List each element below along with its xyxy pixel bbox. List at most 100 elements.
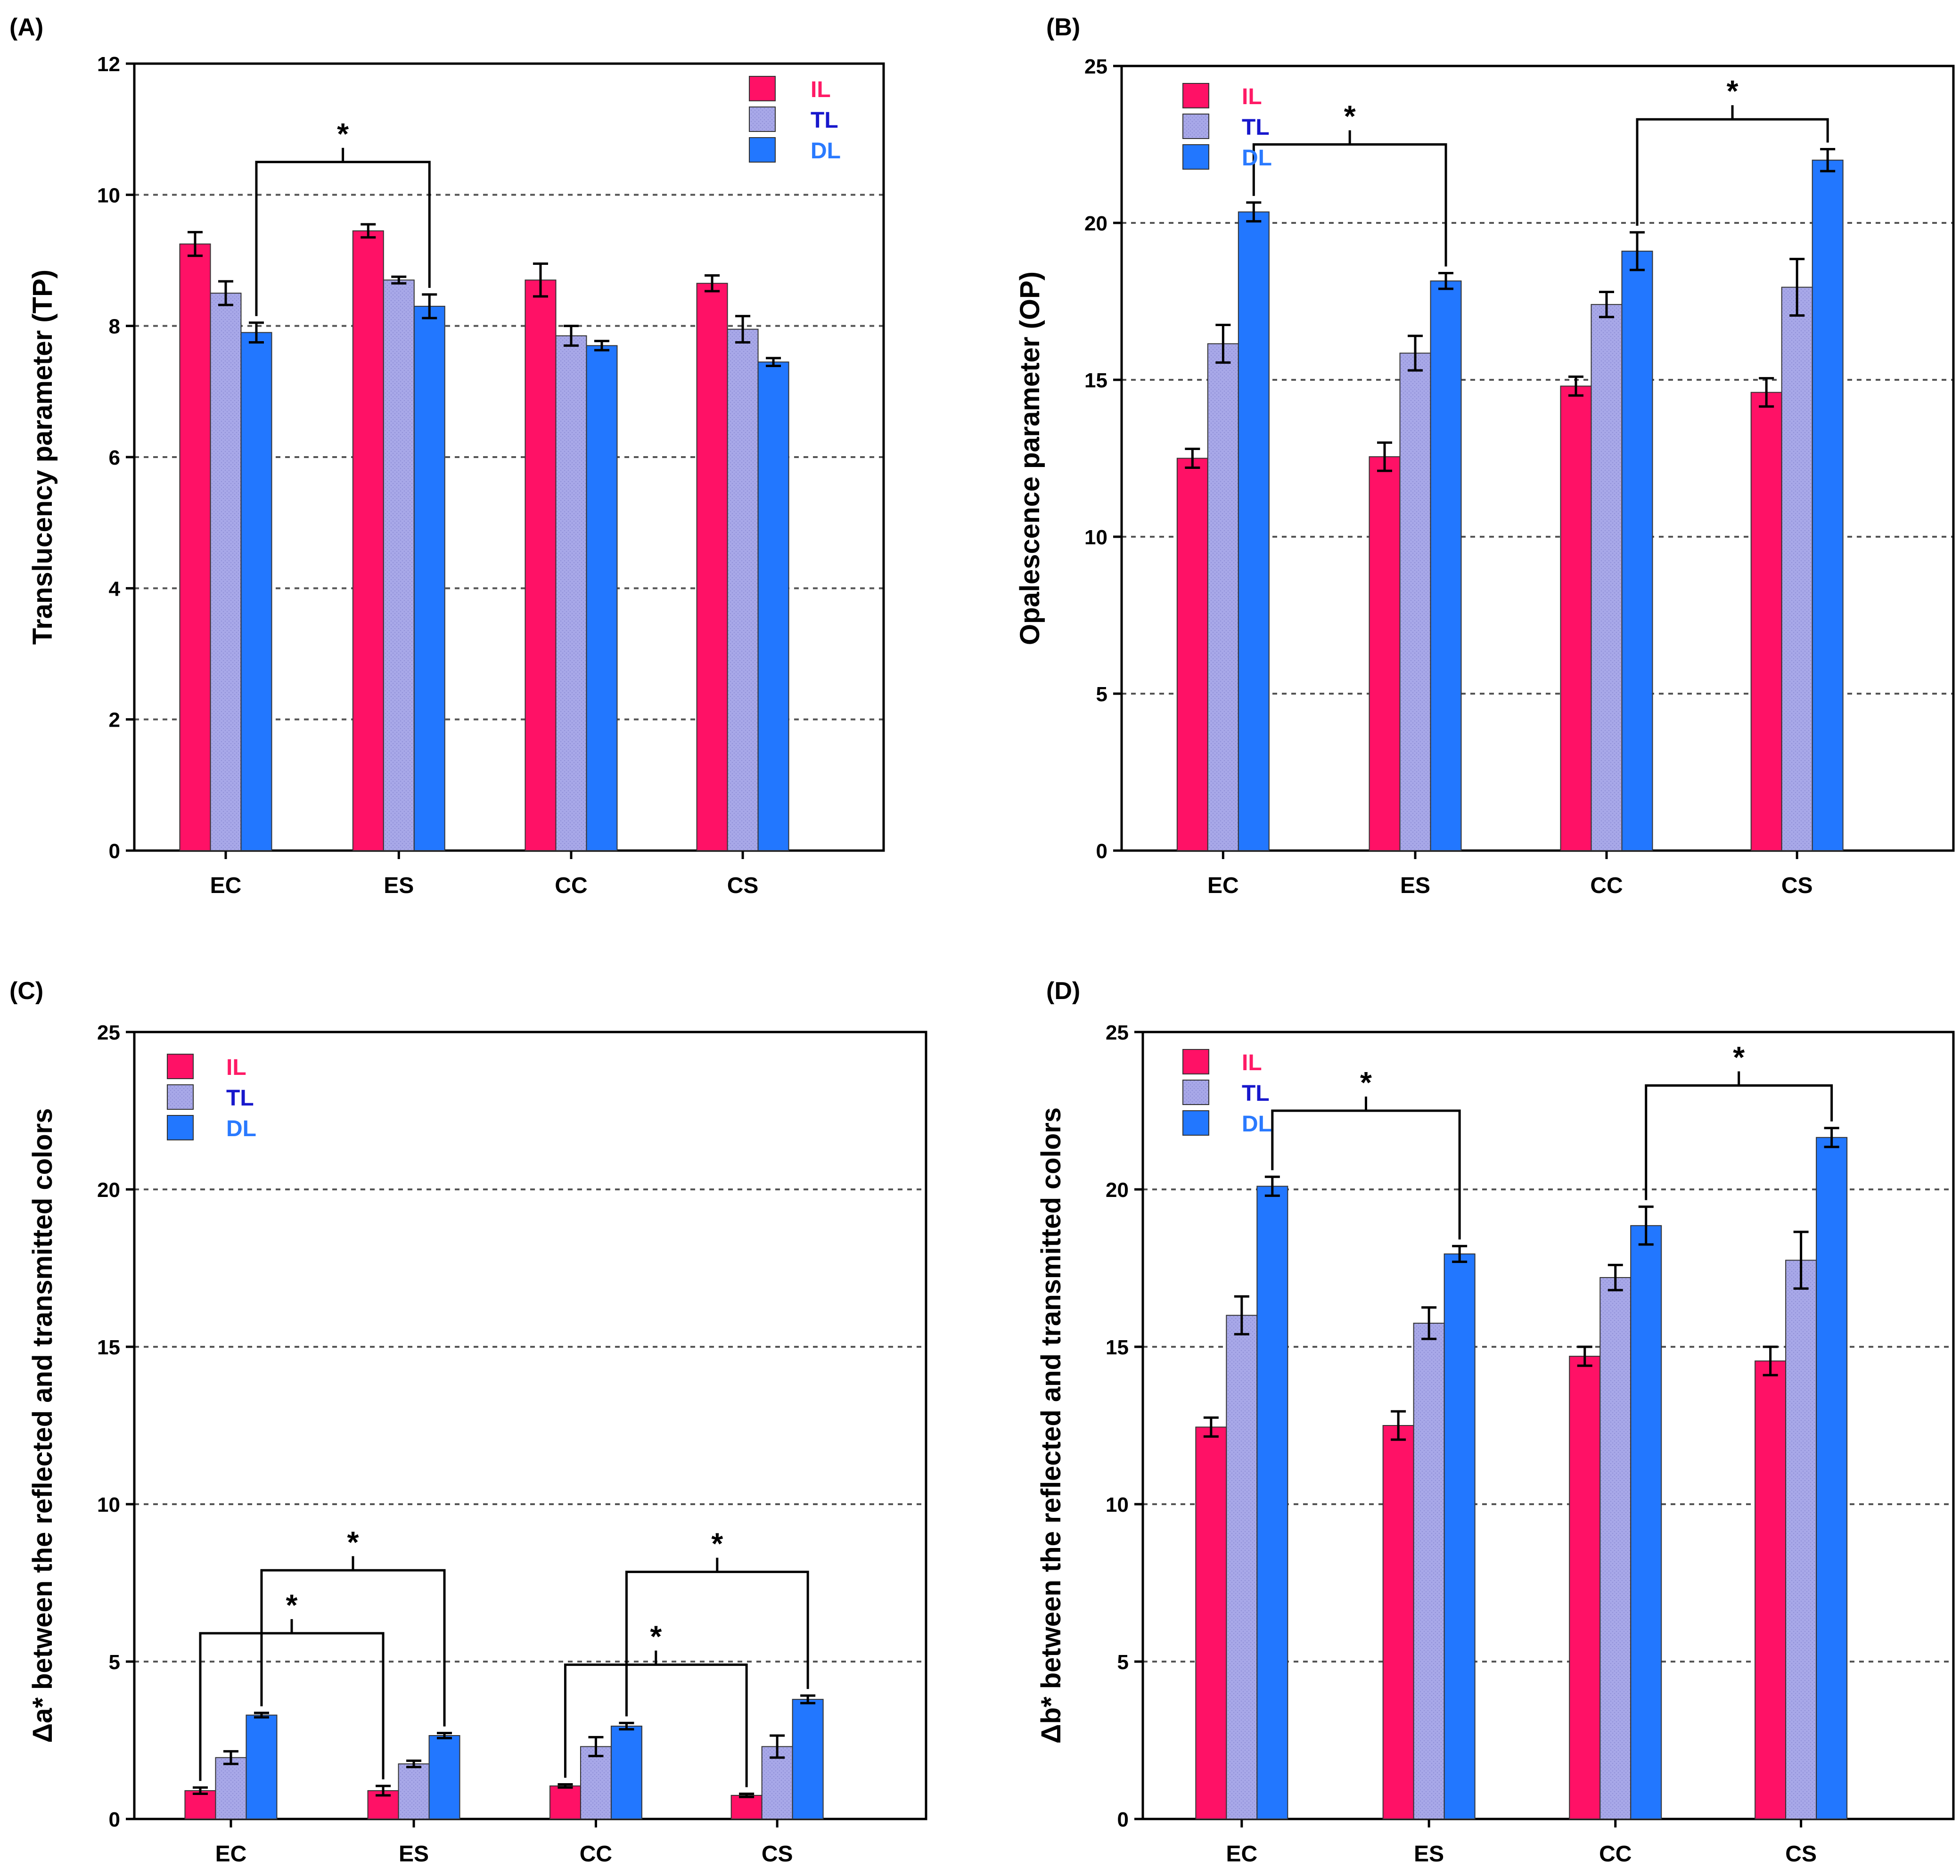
bar-DL-ES	[413, 305, 445, 852]
legend-label-DL: DL	[226, 1116, 256, 1141]
legend-label-TL: TL	[1242, 1081, 1270, 1106]
bar-IL-ES	[352, 230, 384, 851]
x-tick-label: ES	[399, 1842, 429, 1867]
error-bar	[391, 275, 407, 285]
legend-label-TL: TL	[811, 108, 838, 133]
legend-swatch-TL	[1182, 114, 1209, 139]
y-axis-label: Opalescence parameter (OP)	[1015, 271, 1045, 645]
y-tick-label: 2	[109, 709, 120, 732]
error-bar	[594, 340, 609, 352]
error-bar	[1599, 291, 1614, 319]
plot-frame	[133, 1031, 927, 1820]
legend-label-DL: DL	[811, 139, 841, 164]
error-bar	[1789, 258, 1805, 317]
bar-DL-CS	[792, 1699, 824, 1819]
error-bar	[558, 1783, 573, 1789]
legend-swatch-IL	[167, 1054, 194, 1079]
error-bar	[1452, 1245, 1468, 1263]
x-tick-label: CS	[727, 873, 759, 898]
bar-IL-EC	[1176, 458, 1208, 851]
y-axis-label: Δa* between the reflected and transmitte…	[27, 1108, 58, 1743]
bar-IL-CS	[1750, 392, 1782, 851]
x-tick-label: ES	[1400, 873, 1430, 898]
bar-DL-CS	[1812, 159, 1844, 851]
bar-TL-EC	[1207, 343, 1239, 851]
bar-TL-EC	[215, 1757, 247, 1819]
bar-DL-EC	[246, 1714, 278, 1820]
bar-TL-EC	[1226, 1315, 1258, 1819]
bar-DL-CC	[610, 1725, 642, 1819]
legend-label-TL: TL	[226, 1086, 254, 1111]
y-tick-label: 10	[97, 184, 120, 207]
bar-IL-CC	[549, 1785, 581, 1820]
significance-bracket	[199, 1619, 385, 1781]
y-tick-label: 15	[1084, 369, 1107, 392]
error-bar	[1630, 231, 1645, 271]
y-tick-label: 10	[97, 1493, 120, 1516]
legend-label-IL: IL	[1242, 1050, 1262, 1075]
x-tick-label: CS	[1781, 873, 1813, 898]
y-tick-label: 10	[1106, 1493, 1129, 1516]
y-tick-label: 20	[1106, 1179, 1129, 1202]
x-tick-label: CC	[1599, 1842, 1632, 1867]
legend-swatch-IL	[749, 76, 776, 101]
bar-IL-ES	[1382, 1425, 1414, 1819]
y-tick-label: 5	[1117, 1651, 1129, 1674]
legend-label-DL: DL	[1242, 146, 1272, 171]
error-bar	[1820, 147, 1836, 172]
error-bar	[1185, 448, 1200, 469]
error-bar	[1421, 1306, 1437, 1340]
significance-bracket	[1252, 130, 1447, 267]
error-bar	[1577, 1345, 1592, 1367]
error-bar	[1568, 375, 1583, 397]
bar-TL-CC	[555, 335, 587, 852]
error-bar	[1763, 1345, 1778, 1376]
error-bar	[766, 357, 781, 368]
x-tick-label: EC	[1207, 873, 1239, 898]
x-tick-label: CC	[1590, 873, 1623, 898]
bar-TL-ES	[1399, 352, 1431, 851]
legend: IL TL DL	[167, 1054, 256, 1141]
error-bar	[218, 280, 233, 306]
bar-DL-ES	[1443, 1253, 1476, 1819]
bar-DL-EC	[1256, 1186, 1288, 1820]
bar-IL-ES	[1369, 456, 1401, 851]
significance-bracket	[564, 1650, 748, 1787]
bar-DL-EC	[1238, 211, 1270, 852]
chart-panel-3: (D) 0 5 10 15 20 25 Δb* between the reflected a…	[1036, 977, 1955, 1867]
bar-TL-CC	[1591, 304, 1623, 851]
error-bar	[739, 1793, 754, 1798]
legend-label-IL: IL	[811, 77, 831, 102]
y-tick-label: 8	[109, 315, 120, 338]
legend-swatch-TL	[749, 106, 776, 132]
significance-bracket	[260, 1556, 446, 1727]
bar-IL-CS	[696, 283, 728, 851]
y-axis-label: Translucency parameter (TP)	[27, 270, 58, 645]
significance-star: *	[1733, 1040, 1745, 1074]
bar-TL-CS	[1785, 1260, 1817, 1819]
error-bar	[1234, 1295, 1249, 1335]
bar-DL-CS	[1816, 1137, 1848, 1819]
x-tick-label: EC	[215, 1842, 247, 1867]
y-tick-label: 0	[109, 840, 120, 863]
bar-IL-CC	[1569, 1356, 1601, 1820]
x-tick-label: ES	[1414, 1842, 1444, 1867]
bar-TL-CS	[727, 328, 759, 851]
panel-label: (C)	[9, 977, 43, 1005]
error-bar	[619, 1721, 634, 1731]
legend-swatch-IL	[1182, 1049, 1209, 1074]
error-bar	[437, 1732, 452, 1739]
significance-bracket	[625, 1557, 809, 1717]
error-bar	[588, 1736, 604, 1757]
x-tick-label: ES	[384, 873, 414, 898]
bar-IL-CC	[1560, 385, 1592, 851]
legend-swatch-IL	[1182, 83, 1209, 108]
x-tick-label: EC	[210, 873, 242, 898]
panel-label: (D)	[1046, 977, 1080, 1005]
error-bar	[735, 315, 751, 344]
bar-IL-EC	[179, 243, 211, 851]
y-tick-label: 25	[1106, 1021, 1129, 1044]
error-bar	[800, 1694, 816, 1704]
y-tick-label: 0	[1096, 840, 1107, 863]
x-tick-label: CS	[1785, 1842, 1817, 1867]
